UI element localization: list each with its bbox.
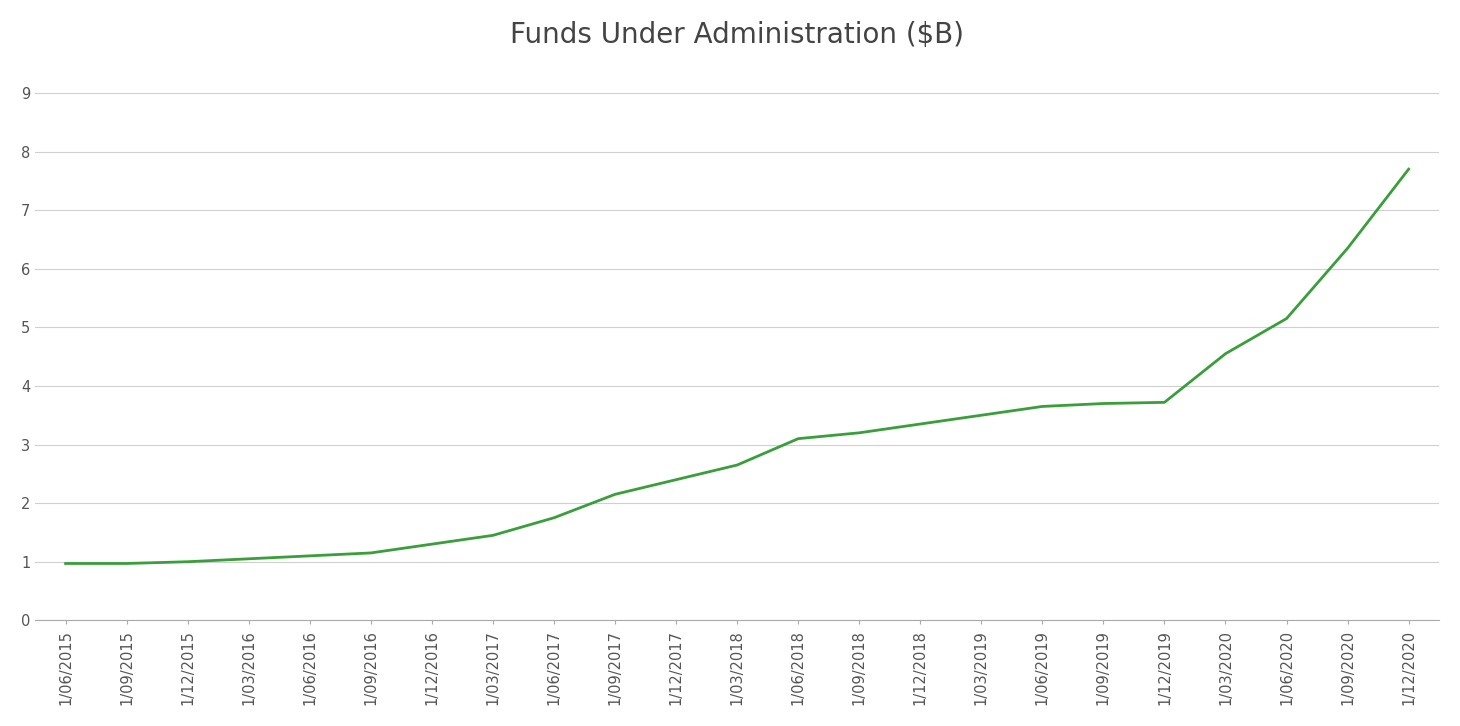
Title: Funds Under Administration ($B): Funds Under Administration ($B) <box>510 21 964 49</box>
